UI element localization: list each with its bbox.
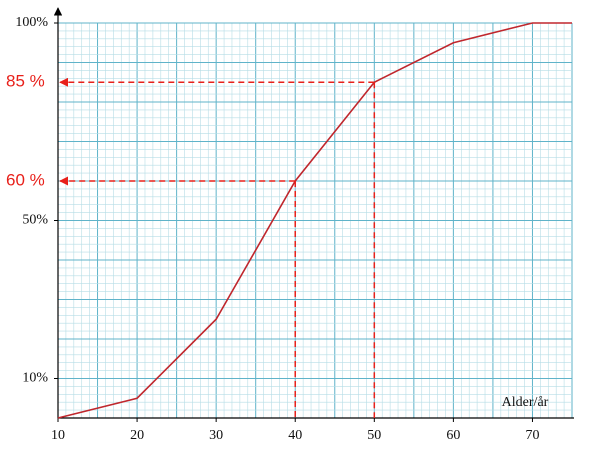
y-tick-label: 50%: [22, 213, 48, 228]
x-tick-label: 10: [51, 428, 65, 443]
x-tick-label: 60: [446, 428, 460, 443]
annotation-label: 60 %: [6, 170, 45, 189]
x-tick-label: 70: [525, 428, 539, 443]
x-tick-label: 30: [209, 428, 223, 443]
x-tick-label: 20: [130, 428, 144, 443]
y-tick-label: 100%: [15, 15, 48, 30]
data-line: [57, 22, 572, 419]
x-axis-label: Alder/år: [502, 395, 549, 410]
x-tick-label: 40: [288, 428, 302, 443]
y-tick-label: 10%: [22, 371, 48, 386]
graph-paper: [57, 22, 573, 419]
annotation-label: 85 %: [6, 72, 45, 91]
x-tick-label: 50: [367, 428, 381, 443]
